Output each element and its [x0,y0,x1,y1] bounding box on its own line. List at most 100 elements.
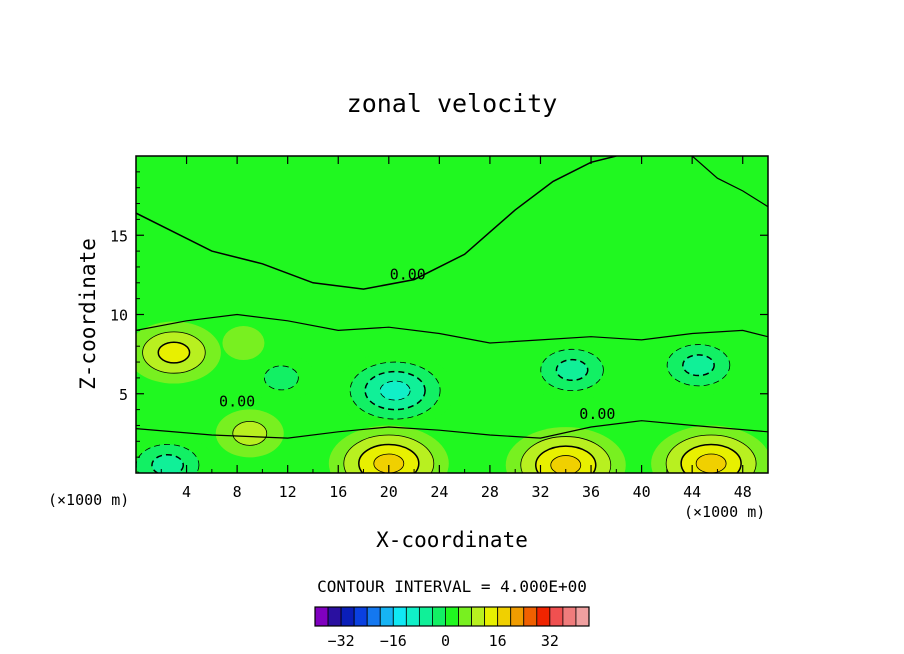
colorbar-swatch [445,606,459,627]
x-tick-label: 32 [531,483,549,501]
zero-contour [136,313,768,344]
colorbar-swatch [327,606,342,627]
colorbar-tick-label: −32 [328,632,355,650]
x-tick-label: 12 [279,483,297,501]
contour-line [157,341,191,364]
contour-line [358,443,420,473]
colorbar-swatch [575,606,590,627]
plot-area: 0.000.000.00 4 8 12 16 20 24 28 32 36 40 44 48 5101… [110,155,769,501]
contour-feature [136,434,215,473]
x-tick-label: 36 [582,483,600,501]
x-tick-label: 44 [683,483,701,501]
y-axis-ticks: 5 10 15 [110,171,768,458]
contour-line [142,331,206,374]
colorbar-swatch [314,606,329,627]
contour-band [232,421,267,446]
colorbar-tick-label: 0 [441,632,450,650]
zero-contour [136,420,768,439]
x-tick-label: 16 [329,483,347,501]
x-axis-label: X-coordinate [376,528,528,552]
contour-band [380,381,411,401]
contour-line [682,354,715,377]
x-tick-label: 4 [182,483,191,501]
x-tick-label: 48 [734,483,752,501]
contour-feature [651,425,768,473]
colorbar-swatch [458,606,472,627]
contour-band [222,326,265,361]
colorbar-swatch [340,606,355,627]
colorbar-swatch [353,606,368,627]
zero-contour [136,156,617,290]
contour-band [264,365,299,390]
contour-feature [215,409,284,458]
contour-feature [247,353,316,402]
colorbar-swatch [510,606,525,627]
colorbar-swatch [562,606,577,627]
contour-line [520,436,612,473]
contour-feature [136,321,221,384]
contour-label: 0.00 [219,392,255,410]
contour-line [550,455,582,473]
x-tick-label: 28 [481,483,499,501]
contour-line [151,453,185,473]
colorbar-swatch [392,606,407,627]
contour-line [665,434,757,473]
contour-feature [335,352,456,429]
x-unit-right: (×1000 m) [684,503,765,521]
contour-band [158,342,190,363]
contour-line [364,370,426,411]
y-tick-label: 15 [110,227,128,245]
colorbar-tick-label: −16 [380,632,407,650]
contour-line [555,358,589,382]
contour-band [151,454,184,473]
contour-line [680,443,742,473]
colorbar-tick-labels: −32 −16 0 16 32 [328,632,559,650]
contour-line [535,445,597,473]
contour-line [666,344,731,387]
y-tick-label: 10 [110,307,128,325]
colorbar-tick-label: 16 [489,632,507,650]
contour-feature [222,326,265,361]
colorbar-swatch [536,606,551,627]
contour-interval-text: CONTOUR INTERVAL = 4.000E+00 [317,577,587,596]
colorbar-swatch [549,606,564,627]
contour-label: 0.00 [579,405,615,423]
x-unit-left: (×1000 m) [48,491,129,509]
x-tick-label: 8 [233,483,242,501]
colorbar-swatch [471,606,486,627]
x-tick-label: 24 [430,483,448,501]
contour-line [379,380,411,401]
colorbar-swatch [432,606,446,627]
contour-feature [525,338,620,401]
contour-band [373,453,404,473]
contour-line [540,348,604,392]
contour-line [349,361,441,420]
contour-band [696,453,727,473]
zero-contour [691,156,768,208]
contour-line [263,365,299,391]
contour-band [556,359,588,381]
colorbar-swatch [418,606,433,627]
x-tick-label: 40 [633,483,651,501]
colorbar-swatch [523,606,538,627]
x-tick-label: 20 [380,483,398,501]
colorbar [314,606,590,627]
contour-lines [136,156,768,473]
colorbar-swatch [484,606,499,627]
contour-feature [651,334,746,397]
contour-line [343,434,435,473]
contour-label: 0.00 [390,266,426,284]
contour-band [682,354,715,376]
contour-fills [136,321,768,473]
colorbar-frame [314,606,590,627]
contour-band [550,455,581,473]
contour-feature [505,427,626,473]
colorbar-swatch [366,606,381,627]
chart-title: zonal velocity [347,89,558,118]
contour-line [232,420,268,446]
colorbar-swatch [405,606,420,627]
colorbar-tick-label: 32 [541,632,559,650]
y-axis-label: Z-coordinate [76,238,100,390]
x-axis-ticks: 4 8 12 16 20 24 28 32 36 40 44 48 [160,156,752,501]
